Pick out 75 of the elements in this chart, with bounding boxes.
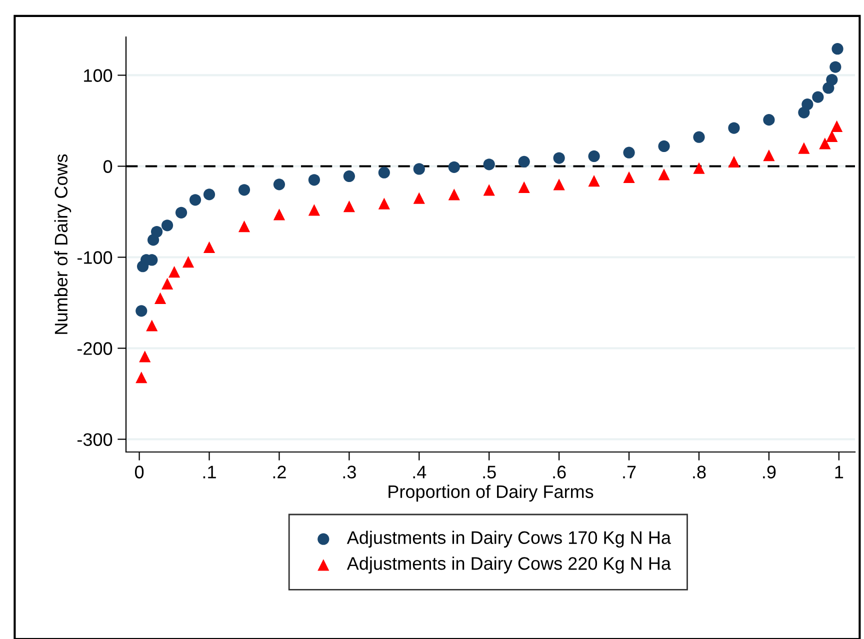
point: [693, 162, 705, 174]
point: [763, 150, 775, 162]
point: [203, 188, 216, 200]
point: [553, 152, 565, 164]
point: [483, 184, 495, 196]
point: [136, 372, 148, 384]
point: [189, 194, 202, 206]
point: [413, 163, 425, 175]
point: [154, 292, 166, 304]
x-tick-label: 0: [134, 466, 144, 478]
x-tick-label: .8: [693, 466, 706, 478]
point: [831, 120, 843, 132]
point: [588, 150, 600, 162]
point: [728, 122, 740, 134]
point: [168, 266, 180, 278]
point: [819, 138, 831, 150]
point: [378, 198, 390, 210]
point: [832, 43, 844, 55]
y-axis-title: Number of Dairy Cows: [54, 154, 72, 334]
point: [238, 184, 250, 196]
point: [378, 166, 390, 178]
point: [728, 156, 740, 168]
point: [273, 208, 286, 220]
point: [182, 256, 194, 268]
x-tick-label: .4: [413, 466, 426, 478]
point: [175, 206, 188, 218]
point: [812, 91, 824, 103]
x-tick-label: .2: [273, 466, 286, 478]
point: [308, 174, 320, 186]
point: [413, 192, 425, 204]
y-tick-label: -200: [77, 342, 112, 355]
point: [150, 226, 163, 238]
y-tick-label: 100: [84, 69, 112, 82]
point: [136, 305, 148, 317]
point: [826, 74, 838, 86]
x-tick-label: .7: [623, 466, 636, 478]
point: [518, 181, 530, 193]
legend-label: Adjustments in Dairy Cows 220 Kg N Ha: [346, 556, 671, 574]
point: [830, 61, 842, 73]
point: [802, 98, 814, 110]
y-tick-label: -300: [77, 433, 112, 446]
y-tick-label: 0: [103, 160, 112, 173]
point: [161, 278, 174, 290]
x-tick-label: 1: [835, 466, 844, 478]
point: [798, 142, 810, 154]
point: [553, 178, 565, 190]
point: [343, 200, 355, 212]
point: [273, 178, 286, 190]
point: [146, 320, 158, 332]
x-tick-label: .3: [343, 466, 356, 478]
x-tick-label: .1: [203, 466, 216, 478]
point: [203, 241, 216, 254]
point: [343, 170, 355, 182]
y-tick-label: -100: [77, 251, 112, 264]
x-axis-title: Proportion of Dairy Farms: [388, 484, 594, 502]
legend-label: Adjustments in Dairy Cows 170 Kg N Ha: [346, 530, 671, 548]
point: [448, 161, 460, 173]
point: [623, 146, 635, 158]
point: [483, 158, 495, 170]
point: [139, 350, 151, 362]
point: [763, 114, 775, 126]
point: [308, 204, 320, 216]
x-tick-label: .5: [483, 466, 496, 478]
x-tick-label: .6: [553, 466, 566, 478]
point: [518, 156, 530, 168]
x-tick-label: .9: [763, 466, 776, 478]
point: [448, 188, 460, 200]
point: [238, 220, 250, 232]
point: [693, 131, 705, 143]
point: [658, 140, 670, 152]
point: [826, 130, 838, 142]
point: [658, 168, 670, 180]
point: [161, 220, 174, 232]
point: [623, 171, 635, 183]
point: [588, 174, 600, 187]
